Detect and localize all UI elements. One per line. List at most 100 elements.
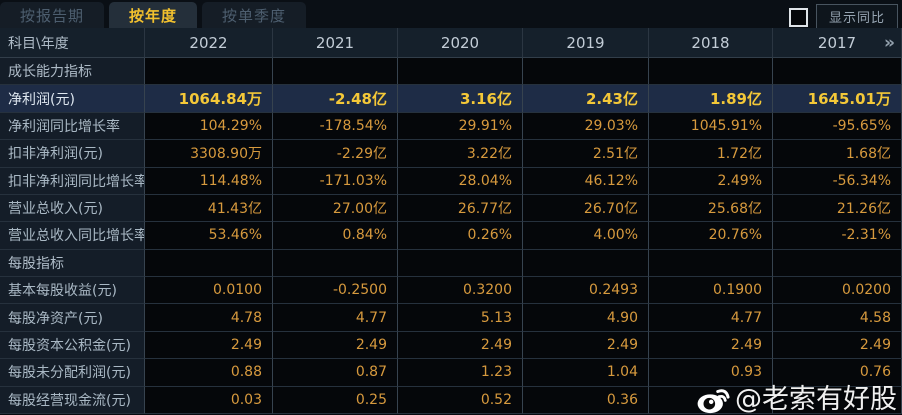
cell-value: 1.89亿 bbox=[649, 85, 773, 113]
cell-value: 2.51亿 bbox=[523, 140, 649, 168]
cell-value: -56.34% bbox=[773, 167, 902, 195]
cell-value: 26.77亿 bbox=[398, 194, 523, 223]
cell-value: 4.77 bbox=[273, 304, 398, 332]
show-yoy-label[interactable]: 显示同比 bbox=[815, 4, 898, 30]
row-label: 每股净资产(元) bbox=[0, 304, 145, 332]
row-label: 基本每股收益(元) bbox=[0, 277, 145, 305]
cell-value: 2.43亿 bbox=[523, 85, 649, 113]
table-row[interactable]: 每股指标 bbox=[0, 249, 902, 278]
table-row[interactable]: 基本每股收益(元) 0.0100 -0.2500 0.3200 0.2493 0… bbox=[0, 277, 902, 305]
row-label: 扣非净利润(元) bbox=[0, 140, 145, 168]
cell-value: 0.88 bbox=[145, 359, 273, 387]
tab-by-report-period[interactable]: 按报告期 bbox=[0, 2, 105, 28]
cell-value: 4.77 bbox=[649, 304, 773, 332]
cell-value: 53.46% bbox=[145, 222, 273, 250]
cell-value: 0.0100 bbox=[145, 277, 273, 305]
row-label: 每股未分配利润(元) bbox=[0, 359, 145, 387]
cell-value bbox=[773, 249, 902, 278]
cell-value: 1.68亿 bbox=[773, 140, 902, 168]
cell-value: 0.1900 bbox=[649, 277, 773, 305]
cell-value: 25.68亿 bbox=[649, 194, 773, 223]
year-header-2021: 2021 bbox=[273, 28, 398, 58]
cell-value: -2.29亿 bbox=[273, 140, 398, 168]
cell-value: 2.49 bbox=[523, 331, 649, 360]
cell-value: -2.31% bbox=[773, 222, 902, 250]
cell-value bbox=[523, 58, 649, 86]
cell-value bbox=[649, 249, 773, 278]
year-header-2019: 2019 bbox=[523, 28, 649, 58]
table-row[interactable]: 营业总收入(元) 41.43亿 27.00亿 26.77亿 26.70亿 25.… bbox=[0, 194, 902, 223]
row-label: 成长能力指标 bbox=[0, 58, 145, 86]
tab-bar: 按报告期 按年度 按单季度 显示同比 bbox=[0, 0, 902, 30]
table-row[interactable]: 每股净资产(元) 4.78 4.77 5.13 4.90 4.77 4.58 bbox=[0, 304, 902, 332]
cell-value: 0.03 bbox=[145, 386, 273, 414]
cell-value: 29.03% bbox=[523, 112, 649, 141]
cell-value: 28.04% bbox=[398, 167, 523, 195]
row-label: 营业总收入(元) bbox=[0, 194, 145, 223]
cell-value bbox=[398, 58, 523, 86]
cell-value: 4.58 bbox=[773, 304, 902, 332]
tab-by-quarter[interactable]: 按单季度 bbox=[202, 2, 307, 28]
cell-value: 4.00% bbox=[523, 222, 649, 250]
cell-value: 3.16亿 bbox=[398, 85, 523, 113]
cell-value bbox=[773, 58, 902, 86]
cell-value: 2.49 bbox=[649, 331, 773, 360]
table-row[interactable]: 净利润(元) 1064.84万 -2.48亿 3.16亿 2.43亿 1.89亿… bbox=[0, 85, 902, 113]
cell-value: 114.48% bbox=[145, 167, 273, 195]
cell-value: 21.26亿 bbox=[773, 194, 902, 223]
cell-value bbox=[145, 58, 273, 86]
cell-value bbox=[773, 386, 902, 414]
table-body: 成长能力指标 净利润(元) 1064.84万 -2.48亿 3.16亿 2.43… bbox=[0, 58, 902, 414]
cell-value: 1.72亿 bbox=[649, 140, 773, 168]
cell-value: 0.76 bbox=[773, 359, 902, 387]
cell-value: 4.78 bbox=[145, 304, 273, 332]
table-header: 科目\年度 2022 2021 2020 2019 2018 2017 » bbox=[0, 28, 902, 58]
table-row[interactable]: 每股经营现金流(元) 0.03 0.25 0.52 0.36 bbox=[0, 386, 902, 414]
year-header-2017: 2017 » bbox=[773, 28, 902, 58]
cell-value: 0.2493 bbox=[523, 277, 649, 305]
cell-value: 0.26% bbox=[398, 222, 523, 250]
cell-value: 26.70亿 bbox=[523, 194, 649, 223]
cell-value: 2.49 bbox=[145, 331, 273, 360]
table-row[interactable]: 每股未分配利润(元) 0.88 0.87 1.23 1.04 0.93 0.76 bbox=[0, 359, 902, 387]
cell-value: 0.52 bbox=[398, 386, 523, 414]
cell-value bbox=[273, 249, 398, 278]
year-header-2022: 2022 bbox=[145, 28, 273, 58]
cell-value bbox=[273, 58, 398, 86]
cell-value: 5.13 bbox=[398, 304, 523, 332]
cell-value: 104.29% bbox=[145, 112, 273, 141]
cell-value: 0.93 bbox=[649, 359, 773, 387]
year-header-2017-label: 2017 bbox=[817, 33, 857, 52]
cell-value bbox=[398, 249, 523, 278]
row-label: 营业总收入同比增长率 bbox=[0, 222, 145, 250]
cell-value: 4.90 bbox=[523, 304, 649, 332]
table-row[interactable]: 成长能力指标 bbox=[0, 58, 902, 86]
show-yoy-checkbox[interactable] bbox=[788, 7, 808, 27]
table-row[interactable]: 净利润同比增长率 104.29% -178.54% 29.91% 29.03% … bbox=[0, 112, 902, 141]
cell-value: 27.00亿 bbox=[273, 194, 398, 223]
more-columns-icon[interactable]: » bbox=[884, 32, 895, 53]
cell-value: 2.49 bbox=[773, 331, 902, 360]
table-row[interactable]: 扣非净利润(元) 3308.90万 -2.29亿 3.22亿 2.51亿 1.7… bbox=[0, 140, 902, 168]
cell-value: 2.49% bbox=[649, 167, 773, 195]
cell-value bbox=[523, 249, 649, 278]
table-row[interactable]: 每股资本公积金(元) 2.49 2.49 2.49 2.49 2.49 2.49 bbox=[0, 331, 902, 360]
cell-value: 46.12% bbox=[523, 167, 649, 195]
cell-value: 0.3200 bbox=[398, 277, 523, 305]
table-row[interactable]: 扣非净利润同比增长率 114.48% -171.03% 28.04% 46.12… bbox=[0, 167, 902, 195]
cell-value: 0.36 bbox=[523, 386, 649, 414]
year-header-2020: 2020 bbox=[398, 28, 523, 58]
cell-value: 2.49 bbox=[398, 331, 523, 360]
row-label: 扣非净利润同比增长率 bbox=[0, 167, 145, 195]
cell-value: 20.76% bbox=[649, 222, 773, 250]
cell-value: -0.2500 bbox=[273, 277, 398, 305]
cell-value: -171.03% bbox=[273, 167, 398, 195]
table-row[interactable]: 营业总收入同比增长率 53.46% 0.84% 0.26% 4.00% 20.7… bbox=[0, 222, 902, 250]
tab-by-year[interactable]: 按年度 bbox=[109, 2, 198, 28]
cell-value: 41.43亿 bbox=[145, 194, 273, 223]
year-header-2018: 2018 bbox=[649, 28, 773, 58]
cell-value: 2.49 bbox=[273, 331, 398, 360]
cell-value: 3.22亿 bbox=[398, 140, 523, 168]
row-label: 每股指标 bbox=[0, 249, 145, 278]
cell-value: 1.04 bbox=[523, 359, 649, 387]
